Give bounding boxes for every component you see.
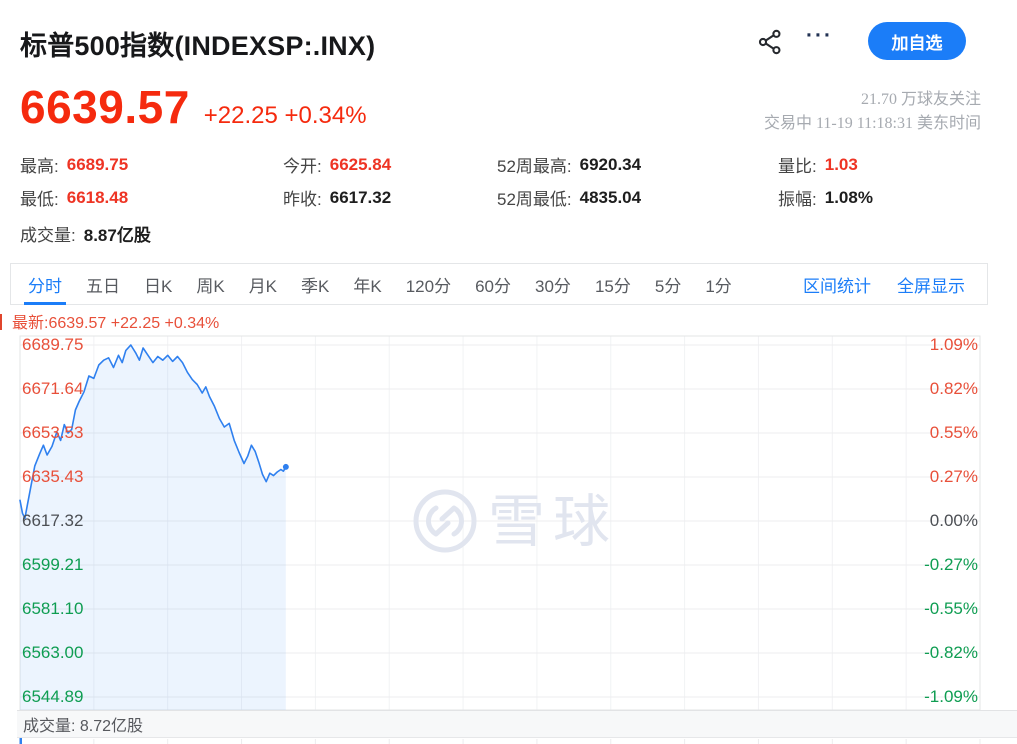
chart-tab[interactable]: 分时 — [24, 264, 66, 305]
stat-value: 1.08% — [824, 187, 873, 207]
more-menu-button[interactable]: ··· — [806, 24, 833, 48]
chart-tab[interactable]: 年K — [353, 276, 382, 296]
stat-label: 振幅: — [778, 190, 817, 209]
stat-label: 量比: — [778, 157, 817, 176]
stat-cell: 最低: 6618.48 — [20, 181, 283, 214]
chart-latest-quote: 最新:6639.57 +22.25 +0.34% — [12, 315, 220, 332]
chart-tab[interactable]: 60分 — [475, 276, 512, 296]
stat-value: 8.87亿股 — [83, 226, 151, 245]
page-title: 标普500指数(INDEXSP:.INX) — [20, 31, 376, 61]
stat-cell: 今开: 6625.84 — [283, 148, 497, 181]
session-status: 交易中 11-19 11:18:31 美东时间 — [763, 115, 981, 132]
price-change: +22.25 +0.34% — [203, 102, 367, 129]
share-icon — [758, 29, 781, 55]
chart-tab[interactable]: 1分 — [705, 276, 732, 296]
chart-tabs: 分时 五日 日K 周K 月K 季K 年K 120分 60分 30分 15分 5分 1分 — [11, 264, 732, 305]
stat-value: 4835.04 — [579, 187, 642, 207]
volume-strip-label: 成交量: 8.72亿股 — [23, 718, 144, 735]
chart-tab[interactable]: 5分 — [654, 276, 682, 296]
latest-marker — [0, 314, 2, 330]
last-price: 6639.57 — [20, 81, 190, 133]
stat-value: 6618.48 — [66, 187, 129, 207]
stat-cell: 振幅: 1.08% — [778, 181, 1000, 214]
chart-tabbar: 分时 五日 日K 周K 月K 季K 年K 120分 60分 30分 15分 5分 1分 区间统计 全屏显示 — [10, 263, 988, 305]
stat-label: 最高: — [20, 157, 59, 176]
quote-block: 6639.57 +22.25 +0.34% — [20, 80, 367, 134]
volume-strip: 成交量: 8.72亿股 — [17, 710, 1017, 738]
stat-label: 52周最高: — [497, 157, 572, 176]
chart-tab[interactable]: 15分 — [594, 276, 631, 296]
stat-value: 6625.84 — [329, 154, 392, 174]
chart-link[interactable]: 区间统计 — [803, 276, 871, 296]
stat-label: 昨收: — [283, 190, 322, 209]
add-watchlist-button[interactable]: 加自选 — [868, 22, 966, 60]
followers-count: 21.70 万球友关注 — [860, 91, 981, 108]
volume-bar — [19, 736, 22, 744]
stats-grid: 最高: 6689.75 今开: 6625.84 52周最高: 6920.34 量比: 1.03… — [20, 148, 1000, 247]
share-button[interactable] — [756, 28, 784, 56]
chart-tab[interactable]: 120分 — [405, 276, 452, 296]
quote-meta: 21.70 万球友关注 交易中 11-19 11:18:31 美东时间 — [764, 88, 981, 136]
watermark-text: 雪球 — [488, 490, 618, 554]
stat-label: 52周最低: — [497, 190, 572, 209]
stat-cell: 成交量: 8.87亿股 — [20, 220, 283, 247]
chart-tab[interactable]: 日K — [144, 276, 173, 296]
stat-label: 今开: — [283, 157, 322, 176]
stat-value: 1.03 — [824, 154, 858, 174]
chart-tab[interactable]: 30分 — [535, 276, 571, 296]
stat-value: 6617.32 — [329, 187, 392, 207]
chart-tab[interactable]: 周K — [196, 276, 225, 296]
stat-cell: 量比: 1.03 — [778, 148, 1000, 181]
stat-cell: 最高: 6689.75 — [20, 148, 283, 181]
stat-cell: 52周最低: 4835.04 — [497, 181, 778, 214]
stat-cell: 昨收: 6617.32 — [283, 181, 497, 214]
chart-tab[interactable]: 月K — [248, 276, 278, 296]
ellipsis-icon: ··· — [806, 24, 833, 47]
chart-link[interactable]: 全屏显示 — [897, 276, 965, 296]
last-price-dot — [282, 463, 289, 470]
price-area-fill — [20, 345, 286, 710]
chart-tab[interactable]: 五日 — [86, 276, 120, 296]
stat-cell: 52周最高: 6920.34 — [497, 148, 778, 181]
stat-value: 6920.34 — [579, 154, 642, 174]
stat-label: 最低: — [20, 190, 59, 209]
stat-label: 成交量: — [20, 226, 76, 245]
stat-value: 6689.75 — [66, 154, 129, 174]
xueqiu-watermark: 雪球 — [413, 489, 618, 554]
chart-tab[interactable]: 季K — [301, 276, 330, 296]
chart-tab-links: 区间统计 全屏显示 — [803, 272, 987, 297]
price-line — [19, 344, 287, 519]
